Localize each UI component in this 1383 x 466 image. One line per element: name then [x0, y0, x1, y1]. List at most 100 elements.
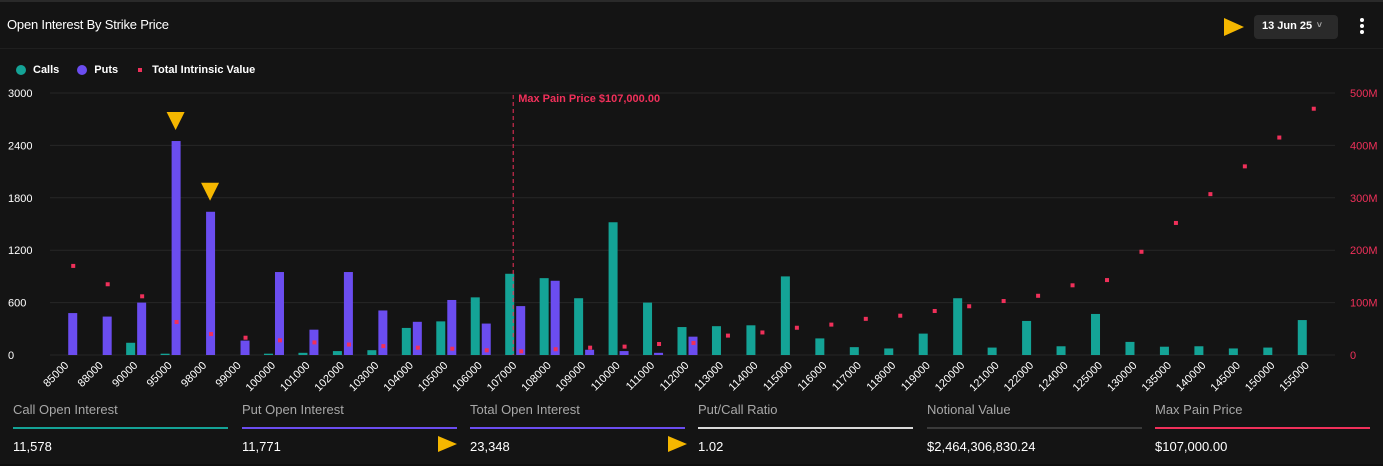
call-bar [711, 326, 721, 355]
date-selector[interactable]: 13 Jun 25 ˅ [1254, 15, 1338, 39]
legend-intrinsic-label: Total Intrinsic Value [152, 64, 256, 76]
more-options-icon[interactable] [1356, 16, 1368, 36]
legend-item-puts[interactable]: Puts [77, 64, 118, 76]
date-selector-label: 13 Jun 25 [1262, 20, 1313, 32]
stat-put-call-ratio: Put/Call Ratio 1.02 [698, 402, 913, 454]
intrinsic-value-point [484, 348, 489, 353]
y-tick-label-right: 400M [1350, 140, 1378, 152]
call-bar [643, 302, 653, 355]
y-tick-label-left: 2400 [8, 140, 32, 152]
intrinsic-value-point [553, 347, 558, 352]
stat-value: 11,771 [242, 439, 281, 454]
call-bar [505, 273, 515, 355]
x-tick-label: 103000 [347, 360, 381, 394]
intrinsic-value-point [760, 330, 765, 335]
x-tick-label: 115000 [761, 360, 795, 394]
x-tick-label: 88000 [76, 360, 106, 390]
y-tick-label-right: 500M [1350, 88, 1378, 100]
put-bar [550, 280, 560, 355]
open-interest-chart: 0 600 1200 1800 2400 3000 0 100M 200M 300M 400M 500… [8, 88, 1378, 394]
x-tick-label: 114000 [727, 360, 761, 394]
intrinsic-value-point [450, 346, 455, 351]
call-bar [918, 333, 928, 355]
put-bar [68, 313, 78, 355]
chart-legend: Calls Puts Total Intrinsic Value [16, 64, 273, 76]
call-bar [1228, 348, 1238, 355]
chevron-down-icon: ˅ [1316, 20, 1322, 30]
x-tick-label: 90000 [110, 360, 140, 390]
legend-item-calls[interactable]: Calls [16, 64, 59, 76]
intrinsic-value-point [829, 322, 834, 327]
call-bar [1056, 346, 1066, 355]
call-bar [574, 298, 584, 355]
put-bar [378, 310, 388, 355]
intrinsic-value-point [657, 341, 662, 346]
intrinsic-value-point [415, 345, 420, 350]
intrinsic-value-point [105, 282, 110, 287]
call-bar [884, 348, 894, 355]
intrinsic-value-point [381, 344, 386, 349]
call-bar [953, 298, 963, 355]
intrinsic-value-point [588, 345, 593, 350]
legend-puts-label: Puts [94, 64, 119, 76]
intrinsic-value-point [140, 294, 145, 299]
y-tick-label-right: 300M [1350, 193, 1378, 205]
intrinsic-value-point [898, 313, 903, 318]
stat-value: $107,000.00 [1155, 439, 1228, 454]
stat-underline [927, 427, 1142, 429]
put-bar [206, 211, 216, 355]
stat-total-open-interest: Total Open Interest 23,348 [470, 402, 685, 454]
x-tick-label: 95000 [145, 360, 175, 390]
legend-calls-label: Calls [33, 64, 60, 76]
x-tick-label: 120000 [933, 360, 967, 394]
call-bar [1263, 347, 1273, 355]
pointer-arrow-icon [668, 436, 687, 452]
put-bar [447, 299, 457, 355]
intrinsic-value-point [71, 263, 76, 268]
stat-label: Max Pain Price [1155, 402, 1243, 417]
call-bar [849, 347, 859, 355]
x-tick-label: 110000 [589, 360, 623, 394]
x-tick-label: 135000 [1140, 360, 1174, 394]
y-tick-label-left: 3000 [8, 88, 32, 100]
intrinsic-value-point [209, 332, 214, 337]
intrinsic-value-point [174, 319, 179, 324]
x-tick-label: 111000 [624, 360, 657, 393]
x-tick-label: 112000 [658, 360, 692, 394]
x-tick-label: 99000 [214, 360, 244, 390]
intrinsic-value-point [1001, 299, 1006, 304]
call-bar [780, 276, 790, 355]
legend-intrinsic-marker [138, 68, 143, 72]
stat-label: Notional Value [927, 402, 1011, 417]
x-tick-label: 100000 [244, 360, 278, 394]
put-bar [240, 340, 250, 355]
put-bar [343, 272, 353, 355]
x-tick-label: 106000 [450, 360, 484, 394]
highlight-arrow-icon [201, 182, 220, 201]
legend-item-intrinsic[interactable]: Total Intrinsic Value [136, 64, 255, 76]
stat-underline [470, 427, 685, 429]
stat-underline [1155, 427, 1370, 429]
x-tick-label: 98000 [179, 360, 209, 390]
max-pain-label: Max Pain Price $107,000.00 [518, 93, 660, 105]
stat-label: Put Open Interest [242, 402, 344, 417]
put-bar [688, 336, 698, 355]
stat-underline [698, 427, 913, 429]
y-tick-label-left: 600 [8, 298, 26, 310]
call-bar [332, 351, 342, 355]
stat-underline [13, 427, 228, 429]
call-bar [367, 350, 377, 355]
intrinsic-value-point [863, 316, 868, 321]
intrinsic-value-point [1277, 135, 1282, 140]
stat-max-pain-price: Max Pain Price $107,000.00 [1155, 402, 1370, 454]
intrinsic-value-point [1070, 283, 1075, 288]
x-tick-label: 108000 [519, 360, 553, 394]
intrinsic-value-point [794, 325, 799, 330]
stat-label: Total Open Interest [470, 402, 580, 417]
intrinsic-value-point [519, 349, 524, 354]
call-bar [1297, 320, 1307, 355]
intrinsic-value-point [1139, 249, 1144, 254]
intrinsic-value-point [1036, 293, 1041, 298]
stat-value: $2,464,306,830.24 [927, 439, 1036, 454]
